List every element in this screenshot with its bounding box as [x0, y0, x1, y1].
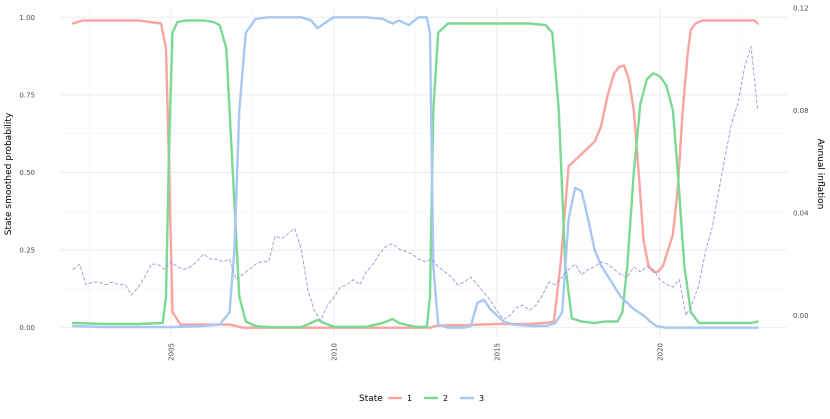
- series-line-state-1: [71, 19, 759, 329]
- y2-tick-label: 0.00: [793, 312, 809, 320]
- legend: State 1 2 3: [359, 394, 484, 404]
- y2-tick-label: 0.08: [793, 107, 809, 115]
- x-tick-label: 2015: [493, 343, 501, 361]
- inflation-line: [72, 45, 759, 322]
- y-axis-title: State smoothed probability: [4, 112, 14, 235]
- legend-label-state-3: 3: [479, 394, 484, 403]
- y-tick-label: 1.00: [19, 14, 35, 22]
- legend-label-state-2: 2: [443, 394, 448, 403]
- series-line-state-2: [71, 19, 759, 329]
- axes: 0.00 0.25 0.50 0.75 1.00 0.00 0.04 0.08 0.12 2005…: [19, 5, 809, 361]
- y2-tick-label: 0.12: [793, 5, 809, 13]
- plot-area: [71, 16, 759, 329]
- y2-axis-title: Annual inflation: [815, 139, 825, 210]
- y-tick-label: 0.00: [19, 324, 35, 332]
- x-tick-label: 2010: [330, 343, 338, 361]
- legend-label-state-1: 1: [407, 394, 412, 403]
- x-tick-label: 2020: [656, 343, 664, 361]
- y2-tick-label: 0.04: [793, 209, 809, 217]
- y-tick-label: 0.75: [19, 91, 35, 99]
- legend-title: State: [359, 394, 383, 404]
- y-tick-label: 0.25: [19, 247, 35, 255]
- series-line-state-3: [71, 16, 759, 329]
- x-tick-label: 2005: [167, 343, 175, 361]
- y-tick-label: 0.50: [19, 169, 35, 177]
